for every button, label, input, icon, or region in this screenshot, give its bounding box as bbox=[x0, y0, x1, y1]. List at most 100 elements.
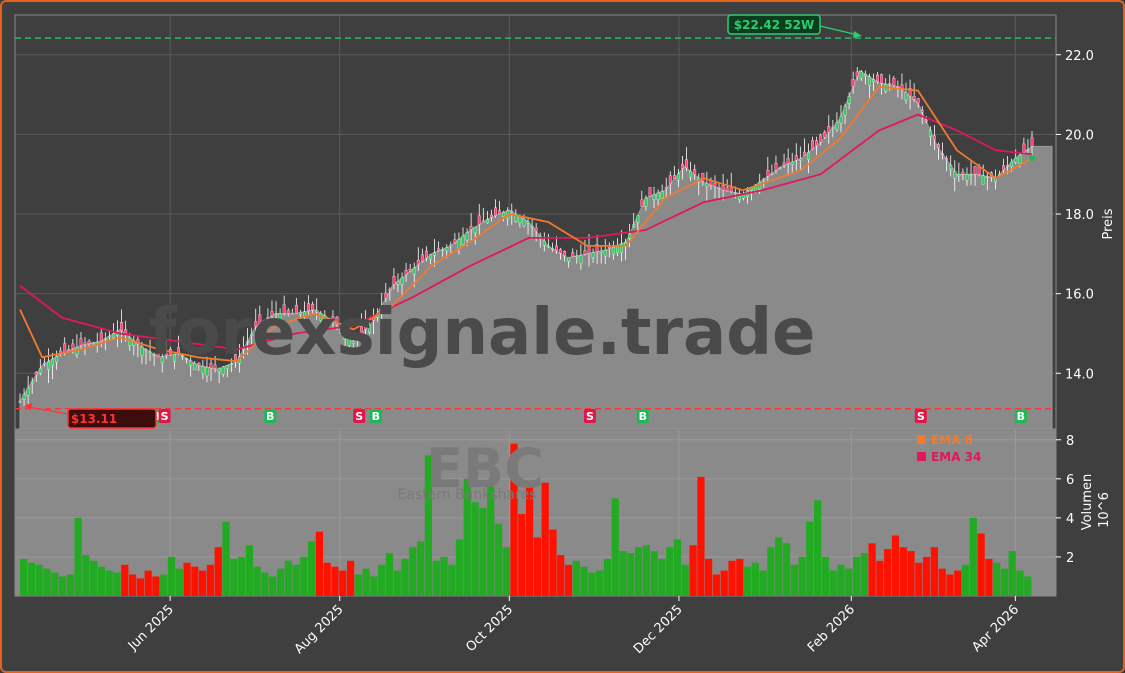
volume-bar bbox=[798, 556, 806, 596]
signal-marker-buy bbox=[1014, 409, 1027, 423]
volume-bar bbox=[43, 568, 51, 596]
candle-body bbox=[721, 185, 725, 191]
candle-body bbox=[494, 207, 497, 216]
candle-body bbox=[30, 381, 34, 384]
candle-body bbox=[847, 96, 851, 104]
candle-body bbox=[896, 86, 900, 88]
candle-body bbox=[961, 171, 965, 175]
candle-body bbox=[555, 245, 558, 252]
candle-body bbox=[339, 328, 343, 334]
candle-body bbox=[636, 215, 640, 223]
volume-bar bbox=[253, 566, 261, 596]
candle-body bbox=[359, 326, 363, 334]
candle-body bbox=[550, 248, 554, 250]
candle-body bbox=[307, 303, 311, 311]
candle-body bbox=[274, 313, 278, 315]
candle-body bbox=[254, 321, 258, 327]
candle-body bbox=[209, 363, 213, 369]
time-tick-label: Dec 2025 bbox=[631, 602, 686, 657]
candle-body bbox=[693, 169, 697, 175]
candle-body bbox=[660, 191, 664, 199]
volume-bar bbox=[961, 564, 970, 596]
candle-body bbox=[591, 252, 595, 258]
volume-tick-label: 6 bbox=[1066, 473, 1074, 488]
candle-body bbox=[514, 213, 518, 222]
volume-bar bbox=[494, 523, 503, 596]
legend: EMA 8 EMA 34 bbox=[917, 433, 981, 464]
volume-bars bbox=[20, 443, 1032, 596]
volume-bar bbox=[222, 521, 230, 596]
volume-bar bbox=[658, 558, 666, 596]
volume-bar bbox=[650, 551, 658, 596]
candle-body bbox=[676, 173, 680, 181]
candle-body bbox=[416, 259, 420, 265]
candle-body bbox=[246, 341, 250, 343]
volume-bar bbox=[728, 560, 736, 596]
volume-bar bbox=[214, 547, 222, 596]
volume-bar bbox=[323, 562, 331, 596]
candle-body bbox=[664, 187, 668, 189]
candle-body bbox=[262, 320, 266, 323]
candle-body bbox=[160, 356, 164, 364]
candle-body bbox=[396, 281, 400, 285]
ema8-line bbox=[19, 85, 1033, 363]
candle-body bbox=[782, 162, 786, 166]
volume-bar bbox=[300, 556, 308, 596]
signal-marker-sell bbox=[583, 409, 596, 423]
high-annotation-box bbox=[727, 14, 821, 35]
price-tick-label: 16.0 bbox=[1065, 288, 1094, 303]
time-tick-label: Feb 2026 bbox=[805, 602, 858, 655]
candle-body bbox=[67, 349, 71, 351]
candle-body bbox=[1018, 154, 1022, 164]
volume-bar bbox=[923, 556, 931, 596]
candle-body bbox=[786, 158, 790, 164]
candle-body bbox=[607, 246, 611, 249]
time-tick-label: Apr 2026 bbox=[969, 602, 1022, 655]
volume-bar bbox=[276, 568, 285, 596]
volume-tick-label: 2 bbox=[1066, 551, 1074, 566]
candle-body bbox=[368, 325, 371, 333]
candle-body bbox=[63, 343, 67, 353]
candle-body bbox=[120, 322, 124, 331]
candle-body bbox=[42, 362, 46, 365]
candle-body bbox=[282, 304, 286, 314]
candle-body bbox=[335, 317, 339, 325]
candle-body bbox=[819, 134, 823, 143]
low-annotation-box bbox=[67, 408, 157, 429]
candle-body bbox=[172, 354, 176, 362]
volume-bar bbox=[269, 576, 277, 596]
volume-bar bbox=[362, 568, 370, 596]
volume-bar bbox=[775, 537, 783, 596]
candle-body bbox=[892, 78, 896, 86]
candle-body bbox=[79, 338, 83, 346]
volume-bar bbox=[790, 564, 798, 596]
volume-bar bbox=[549, 529, 557, 596]
candle-body bbox=[949, 165, 953, 170]
candle-body bbox=[611, 246, 615, 255]
volume-bar bbox=[230, 558, 238, 596]
candle-body bbox=[461, 235, 465, 246]
volume-bar bbox=[837, 564, 845, 596]
candle-body bbox=[766, 170, 770, 177]
ema34-line bbox=[19, 113, 1033, 351]
candle-body bbox=[908, 88, 912, 97]
candle-body bbox=[815, 140, 819, 146]
candle-body bbox=[384, 292, 388, 299]
volume-bar bbox=[432, 560, 440, 596]
candle-body bbox=[99, 332, 103, 342]
volume-tick-label: 8 bbox=[1066, 434, 1074, 449]
volume-bar bbox=[20, 558, 28, 596]
candle-body bbox=[928, 130, 932, 138]
volume-bar bbox=[751, 562, 759, 596]
candle-body bbox=[420, 254, 424, 262]
candle-body bbox=[315, 310, 319, 313]
volume-bar bbox=[90, 560, 98, 596]
signal-marker-buy bbox=[636, 409, 649, 423]
candle-body bbox=[794, 155, 798, 161]
candle-body bbox=[1026, 149, 1030, 151]
candle-body bbox=[656, 192, 660, 200]
candle-body bbox=[705, 183, 709, 187]
volume-bar bbox=[487, 486, 495, 596]
candle-body bbox=[213, 364, 217, 369]
